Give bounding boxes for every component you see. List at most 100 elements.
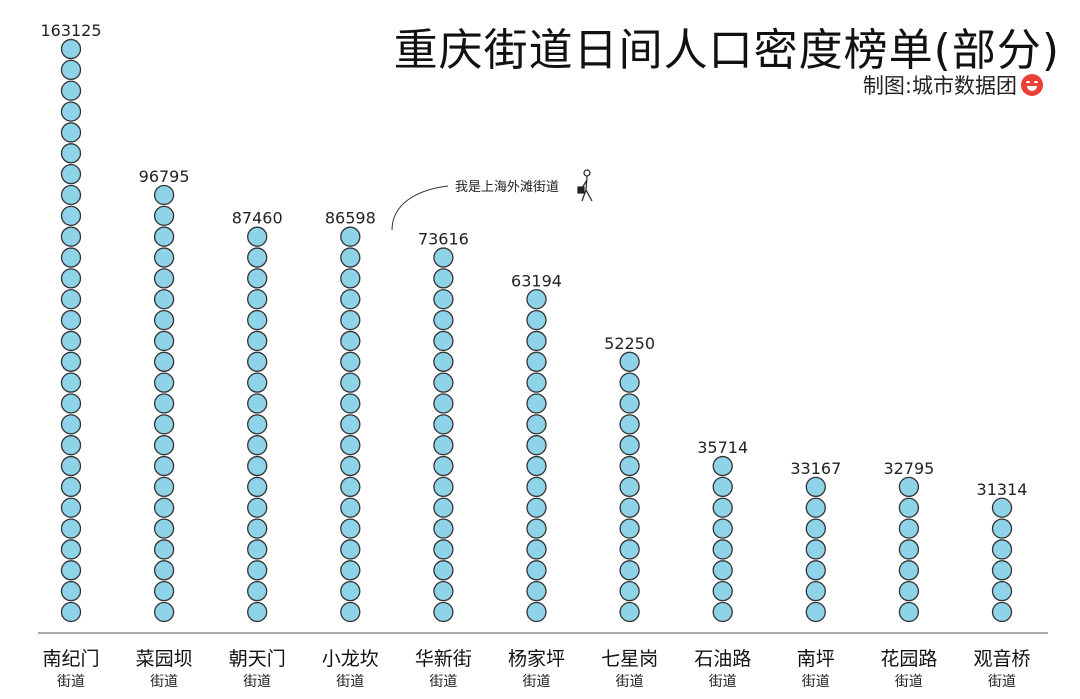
- bead-4-0: [433, 601, 454, 623]
- bead-0-12: [60, 351, 82, 372]
- bead-2-12: [247, 351, 268, 372]
- bead-2-13: [247, 330, 268, 352]
- bead-0-10: [60, 393, 82, 414]
- bead-0-8: [60, 435, 82, 456]
- bead-7-2: [712, 560, 733, 581]
- bead-3-11: [340, 372, 361, 393]
- bead-0-15: [60, 289, 82, 310]
- bead-1-19: [153, 205, 175, 227]
- bead-6-7: [619, 455, 640, 477]
- value-label-6: 52250: [604, 334, 655, 353]
- bead-6-1: [619, 581, 640, 602]
- bead-5-14: [526, 309, 547, 331]
- annotation-text: 我是上海外滩街道: [455, 180, 560, 195]
- category-sublabel-1: 街道: [150, 674, 178, 690]
- bead-3-15: [340, 289, 361, 310]
- bead-0-24: [60, 101, 82, 122]
- bead-1-10: [153, 393, 175, 414]
- bead-7-5: [712, 497, 733, 518]
- bead-9-0: [898, 601, 920, 623]
- value-label-8: 33167: [790, 459, 841, 478]
- bead-3-6: [340, 476, 361, 498]
- value-label-10: 31314: [977, 480, 1028, 499]
- bead-1-16: [153, 268, 175, 289]
- bead-10-2: [991, 560, 1013, 581]
- bead-0-0: [60, 601, 82, 623]
- bead-0-7: [60, 455, 82, 477]
- bead-4-17: [433, 247, 454, 268]
- value-label-0: 163125: [40, 21, 101, 40]
- bead-5-6: [526, 476, 547, 498]
- category-label-6: 七星岗: [601, 648, 658, 670]
- bead-1-20: [153, 184, 175, 206]
- bead-3-10: [340, 393, 361, 414]
- bead-3-16: [340, 268, 361, 289]
- beads-layer: [60, 38, 1013, 623]
- category-label-0: 南纪门: [42, 648, 99, 670]
- bead-1-18: [153, 226, 175, 247]
- bead-9-4: [898, 518, 920, 539]
- bead-6-9: [619, 414, 640, 435]
- bead-8-4: [805, 518, 826, 539]
- bead-5-5: [526, 497, 547, 518]
- bead-4-8: [433, 435, 454, 456]
- bead-5-4: [526, 518, 547, 539]
- bead-4-16: [433, 268, 454, 289]
- category-label-7: 石油路: [694, 648, 751, 670]
- bead-2-4: [247, 518, 268, 539]
- bead-4-14: [433, 309, 454, 331]
- bead-2-16: [247, 268, 268, 289]
- category-sublabel-9: 街道: [895, 674, 923, 690]
- bead-10-0: [991, 601, 1013, 623]
- bead-3-9: [340, 414, 361, 435]
- bead-2-6: [247, 476, 268, 498]
- bead-7-4: [712, 518, 733, 539]
- bead-1-1: [153, 581, 175, 602]
- category-sublabel-5: 街道: [523, 674, 551, 690]
- bead-4-5: [433, 497, 454, 518]
- bead-2-11: [247, 372, 268, 393]
- value-label-7: 35714: [697, 438, 748, 457]
- bead-4-7: [433, 455, 454, 477]
- category-sublabel-10: 街道: [988, 674, 1016, 690]
- bead-3-0: [340, 601, 361, 623]
- bead-0-23: [60, 122, 82, 143]
- bead-8-3: [805, 539, 826, 560]
- bead-6-3: [619, 539, 640, 560]
- bead-5-10: [526, 393, 547, 414]
- bead-5-0: [526, 601, 547, 623]
- bead-6-11: [619, 372, 640, 393]
- bead-1-7: [153, 455, 175, 477]
- bead-8-0: [805, 601, 826, 623]
- bead-1-2: [153, 560, 175, 581]
- annotation-arrow: [391, 185, 449, 231]
- bead-3-14: [340, 309, 361, 331]
- bead-3-13: [340, 330, 361, 352]
- value-label-9: 32795: [883, 459, 934, 478]
- bead-5-7: [526, 455, 547, 477]
- bead-2-2: [247, 560, 268, 581]
- bead-7-3: [712, 539, 733, 560]
- bead-6-6: [619, 476, 640, 498]
- bead-8-5: [805, 497, 826, 518]
- category-sublabel-7: 街道: [709, 674, 737, 690]
- bead-2-14: [247, 309, 268, 331]
- bead-1-17: [153, 247, 175, 268]
- bead-4-12: [433, 351, 454, 372]
- bead-0-26: [60, 59, 82, 81]
- bead-7-0: [712, 601, 733, 623]
- credit: 制图:城市数据团: [760, 70, 1043, 100]
- bead-2-8: [247, 435, 268, 456]
- bead-4-15: [433, 289, 454, 310]
- bead-7-1: [712, 581, 733, 602]
- bead-0-13: [60, 330, 82, 352]
- bead-5-2: [526, 560, 547, 581]
- bead-2-17: [247, 247, 268, 268]
- category-label-10: 观音桥: [973, 648, 1030, 670]
- bead-1-4: [153, 518, 175, 539]
- category-sublabel-6: 街道: [616, 674, 644, 690]
- bead-4-4: [433, 518, 454, 539]
- bead-0-22: [60, 143, 82, 164]
- bead-7-7: [712, 455, 733, 477]
- bead-8-2: [805, 560, 826, 581]
